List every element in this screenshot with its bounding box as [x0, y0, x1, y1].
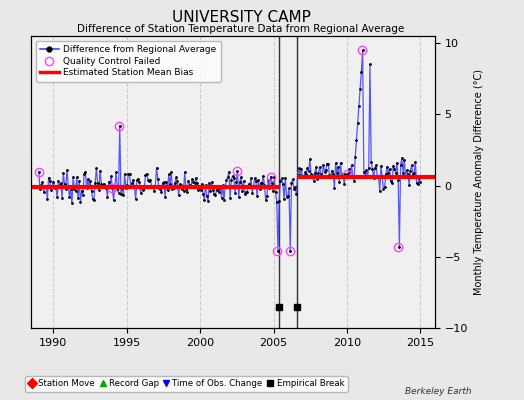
- Text: Difference of Station Temperature Data from Regional Average: Difference of Station Temperature Data f…: [78, 24, 405, 34]
- Y-axis label: Monthly Temperature Anomaly Difference (°C): Monthly Temperature Anomaly Difference (…: [474, 69, 484, 295]
- Text: Berkeley Earth: Berkeley Earth: [405, 387, 472, 396]
- Legend: Station Move, Record Gap, Time of Obs. Change, Empirical Break: Station Move, Record Gap, Time of Obs. C…: [25, 376, 347, 392]
- Legend: Difference from Regional Average, Quality Control Failed, Estimated Station Mean: Difference from Regional Average, Qualit…: [36, 40, 221, 82]
- Text: UNIVERSITY CAMP: UNIVERSITY CAMP: [171, 10, 311, 25]
